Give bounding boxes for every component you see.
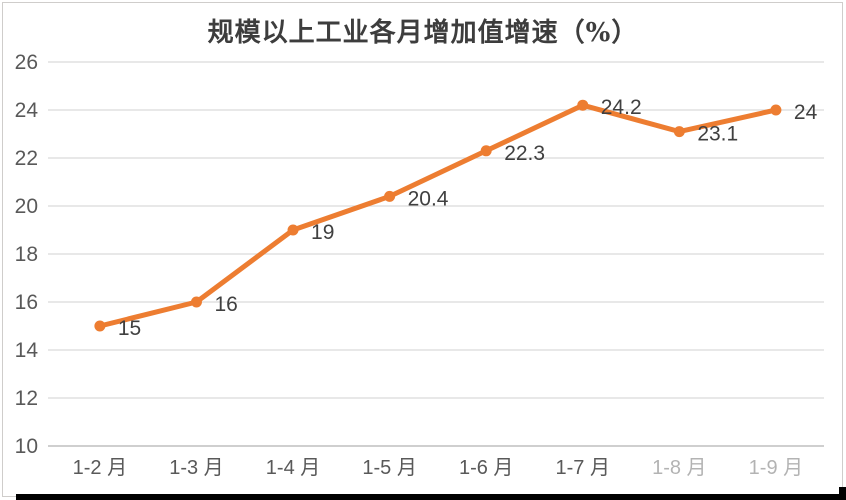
x-tick-label: 1-2 月: [73, 457, 127, 479]
y-tick-label: 22: [15, 147, 38, 170]
data-point-marker: [190, 296, 202, 308]
y-tick-label: 14: [15, 339, 39, 362]
y-tick-label: 12: [15, 387, 38, 410]
x-tick-label: 1-5 月: [362, 457, 416, 479]
y-tick-label: 20: [15, 195, 38, 218]
series-line: [97, 102, 779, 329]
x-tick-label: 1-7 月: [556, 457, 610, 479]
data-point-label: 19: [311, 221, 334, 244]
chart-title: 规模以上工业各月增加值增速（%）: [207, 18, 639, 48]
data-point-label: 23.1: [697, 123, 738, 146]
y-tick-label: 10: [15, 435, 38, 458]
bottom-black-bar: [16, 494, 846, 500]
data-point-marker: [673, 126, 685, 138]
x-tick-label: 1-3 月: [169, 457, 223, 479]
data-point-marker: [770, 104, 782, 116]
data-point-marker: [480, 145, 492, 157]
bottom-black-bar-corner: [839, 487, 846, 500]
data-point-marker: [94, 320, 106, 332]
data-point-label: 15: [118, 317, 141, 340]
data-point-label: 22.3: [504, 142, 545, 165]
y-tick-label: 24: [15, 99, 39, 122]
data-point-marker: [577, 99, 589, 111]
y-tick-label: 18: [15, 243, 38, 266]
data-point-label: 24: [794, 101, 818, 124]
data-point-label: 24.2: [601, 96, 642, 119]
x-tick-label: 1-9 月: [749, 457, 803, 479]
data-point-label: 20.4: [408, 187, 449, 210]
data-point-marker: [384, 190, 396, 202]
y-tick-label: 26: [15, 51, 38, 74]
data-point-label: 16: [214, 293, 237, 316]
x-tick-label: 1-4 月: [266, 457, 320, 479]
y-tick-label: 16: [15, 291, 38, 314]
data-point-marker: [287, 224, 299, 236]
x-tick-label: 1-8 月: [652, 457, 706, 479]
x-tick-label: 1-6 月: [459, 457, 513, 479]
